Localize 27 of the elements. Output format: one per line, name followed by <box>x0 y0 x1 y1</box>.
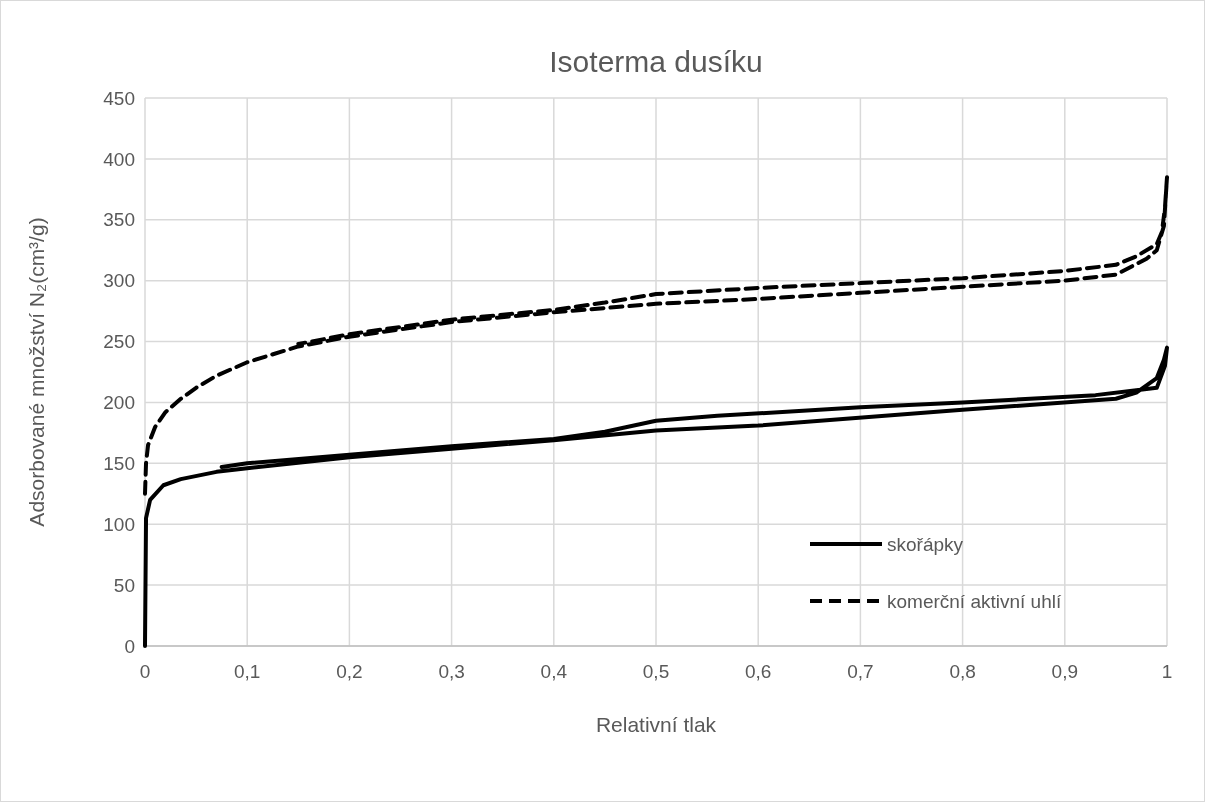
x-tick-label: 0,1 <box>233 661 261 682</box>
x-tick-label: 0,5 <box>642 661 670 682</box>
y-tick-label: 350 <box>103 209 135 231</box>
x-tick-label: 0,7 <box>847 661 874 682</box>
y-axis-title: Adsorbované množství N₂(cm³/g) <box>25 217 48 527</box>
y-tick-label: 300 <box>103 270 135 292</box>
x-tick-label: 0,9 <box>1051 661 1079 682</box>
y-tick-label: 150 <box>103 452 135 474</box>
y-tick-label: 250 <box>103 331 135 353</box>
y-tick-label: 100 <box>103 513 135 535</box>
legend-label: skořápky <box>887 533 964 555</box>
y-tick-label: 450 <box>103 87 135 109</box>
y-tick-label: 400 <box>103 148 135 170</box>
chart-title: Isoterma dusíku <box>549 45 763 78</box>
x-tick-label: 0,3 <box>438 661 465 682</box>
legend-label: komerční aktivní uhlí <box>887 590 1062 612</box>
x-tick-label: 0,8 <box>949 661 976 682</box>
y-tick-label: 200 <box>103 392 135 414</box>
x-tick-label: 0 <box>139 661 151 682</box>
y-tick-label: 0 <box>124 635 135 657</box>
line-series <box>143 175 1169 496</box>
x-tick-label: 0,2 <box>336 661 363 682</box>
x-tick-label: 0,4 <box>540 661 568 682</box>
x-tick-label: 0,6 <box>744 661 772 682</box>
y-tick-label: 50 <box>113 574 135 596</box>
x-tick-label: 1 <box>1161 661 1173 682</box>
x-axis-title: Relativní tlak <box>595 713 717 736</box>
